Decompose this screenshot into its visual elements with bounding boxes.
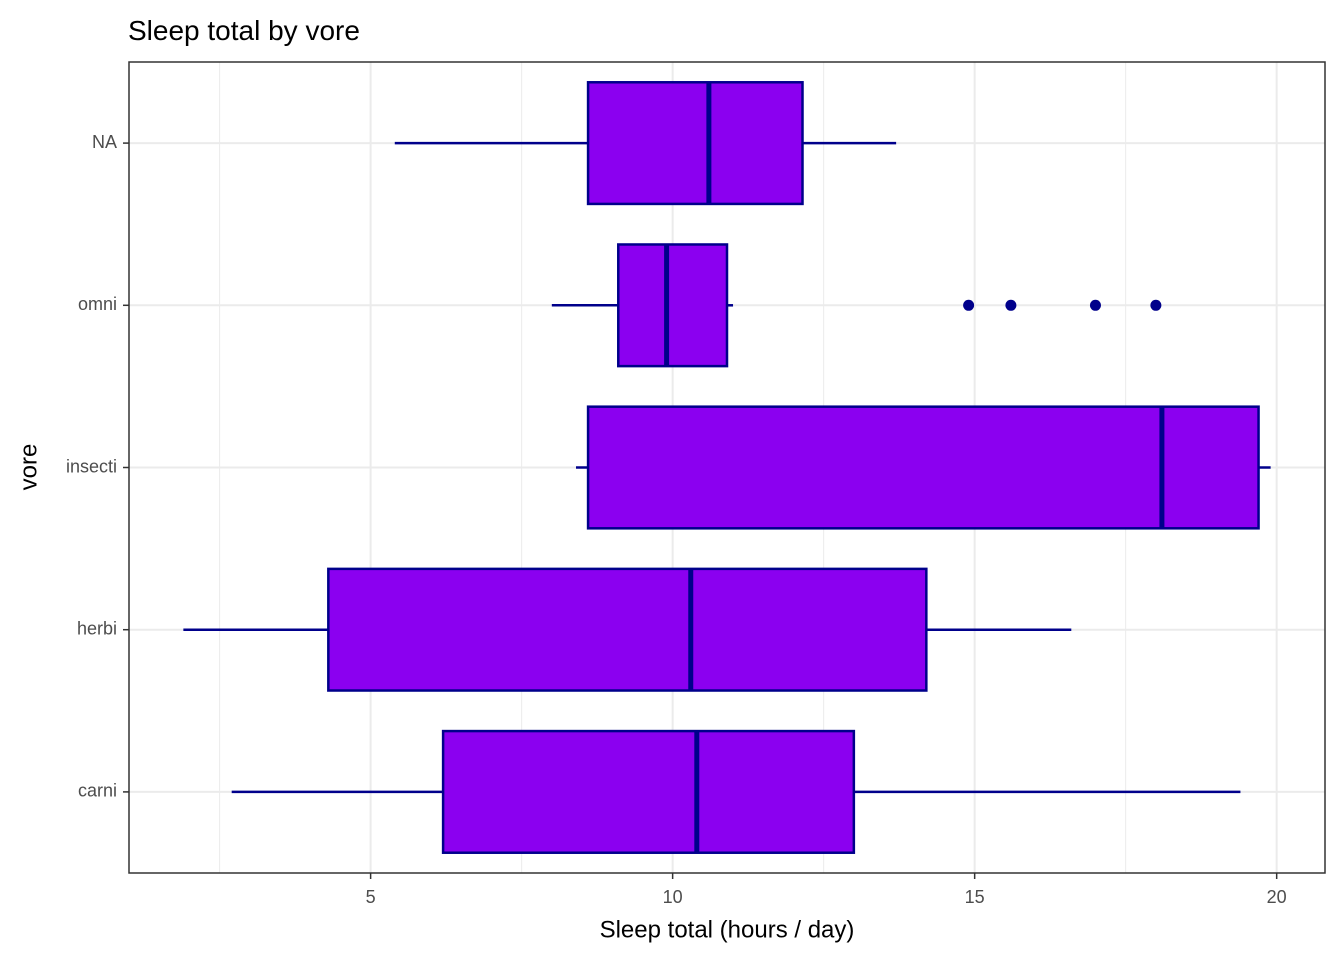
box [586, 405, 1260, 530]
x-tick-label: 15 [965, 887, 985, 907]
outlier [963, 299, 975, 311]
y-tick-label: insecti [66, 456, 117, 476]
box [617, 243, 729, 368]
x-tick-label: 20 [1267, 887, 1287, 907]
outlier [1005, 299, 1017, 311]
panel-border [128, 61, 1326, 874]
x-tick-label: 10 [663, 887, 683, 907]
y-axis-title: vore [15, 444, 42, 491]
chart-title: Sleep total by vore [128, 15, 360, 46]
y-tick-label: omni [78, 294, 117, 314]
y-tick-label: carni [78, 781, 117, 801]
x-axis-title: Sleep total (hours / day) [600, 916, 855, 943]
box [441, 729, 856, 854]
x-tick-label: 5 [366, 887, 376, 907]
outlier [1150, 299, 1162, 311]
y-tick-label: herbi [77, 618, 117, 638]
box [327, 567, 928, 692]
y-tick-label: NA [92, 132, 117, 152]
box [586, 81, 804, 206]
outlier [1089, 299, 1101, 311]
